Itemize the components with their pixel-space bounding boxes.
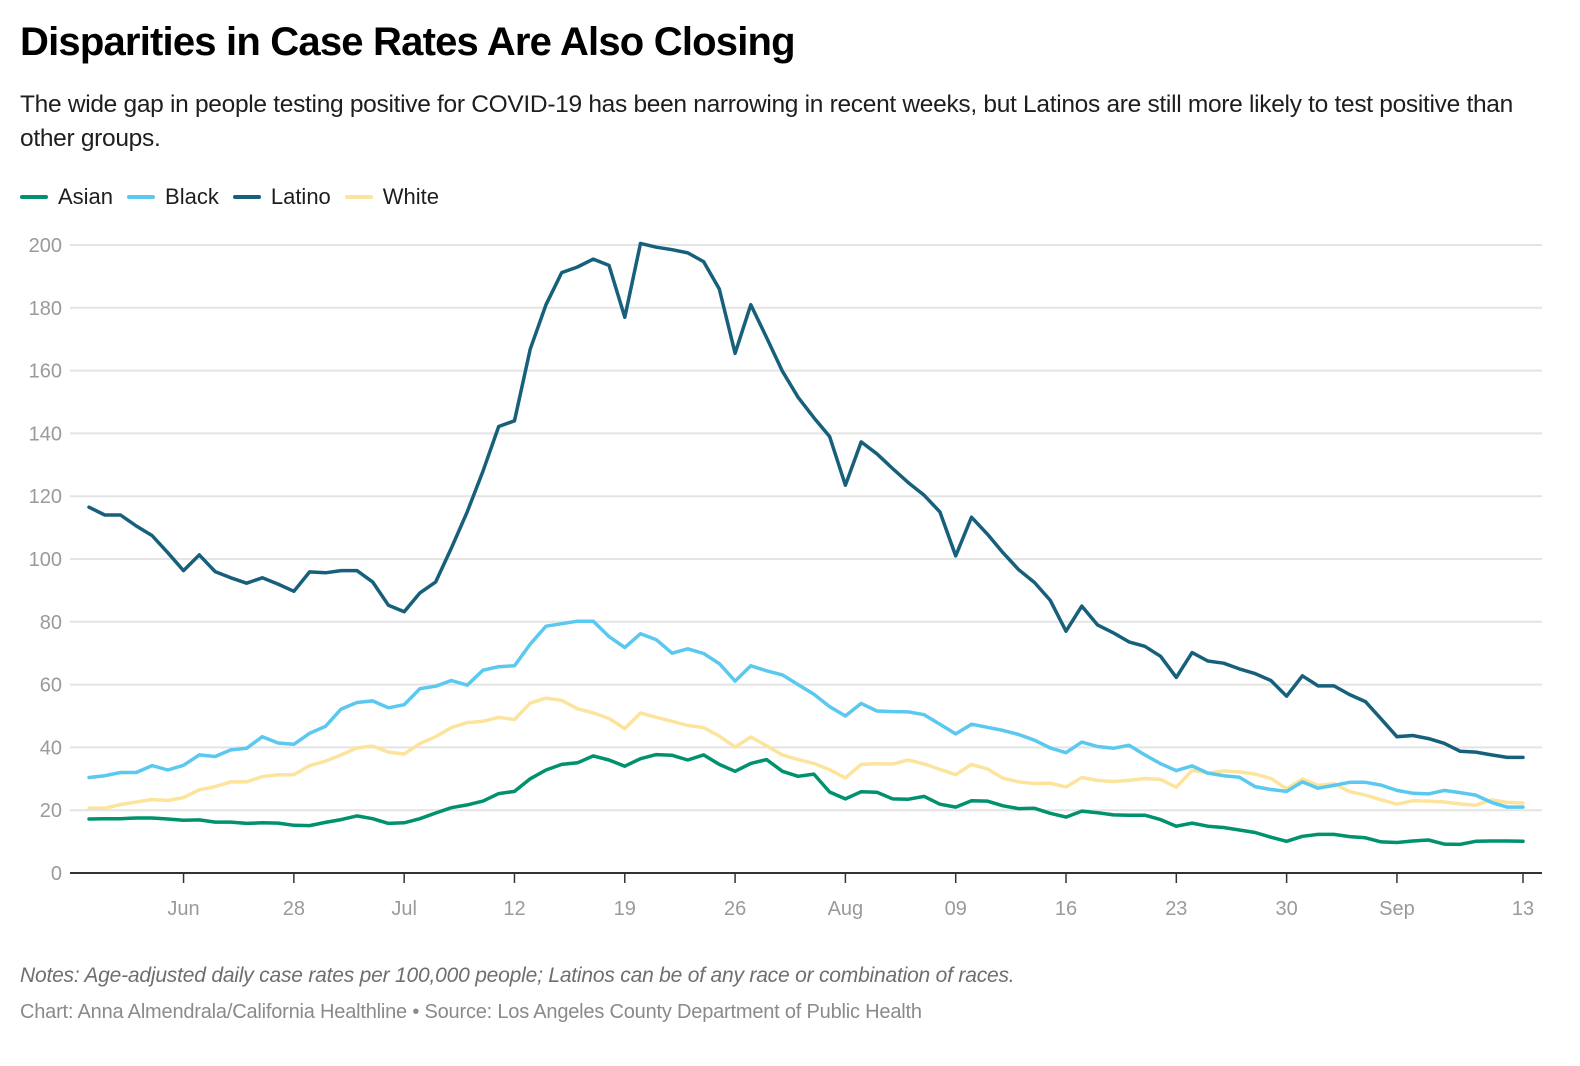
x-tick-label-jun: Jun — [167, 898, 199, 920]
y-tick-label-200: 200 — [29, 235, 62, 257]
series-line-black[interactable] — [87, 619, 1525, 809]
x-tick-label-28: 28 — [283, 898, 305, 920]
x-tick-label-09: 09 — [945, 898, 967, 920]
legend-swatch-asian — [20, 195, 48, 199]
series-line-latino[interactable] — [87, 241, 1525, 760]
x-tick-label-16: 16 — [1055, 898, 1077, 920]
chart-notes: Notes: Age-adjusted daily case rates per… — [20, 964, 1015, 987]
y-tick-label-140: 140 — [29, 423, 62, 445]
y-axis: 0 20 40 60 80 100 120 140 160 180 200 — [29, 235, 62, 885]
y-tick-label-20: 20 — [40, 800, 62, 822]
x-tick-label-sep: Sep — [1379, 898, 1415, 920]
x-tick-label-jul: Jul — [391, 898, 417, 920]
x-tick-label-13: 13 — [1512, 898, 1534, 920]
legend-label-white: White — [382, 184, 440, 209]
legend-swatch-white — [344, 195, 373, 199]
series-line-white[interactable] — [87, 696, 1525, 811]
y-tick-label-60: 60 — [40, 675, 62, 697]
legend-item-latino[interactable]: Latino — [232, 184, 331, 210]
legend-swatch-latino — [232, 195, 261, 199]
y-tick-label-40: 40 — [40, 737, 62, 759]
legend-label-black: Black — [165, 184, 219, 209]
legend-swatch-black — [127, 195, 156, 199]
y-tick-label-80: 80 — [40, 612, 62, 634]
y-tick-label-160: 160 — [29, 361, 62, 383]
series-lines — [87, 241, 1525, 847]
legend-item-black[interactable]: Black — [127, 184, 219, 210]
chart-credit: Chart: Anna Almendrala/California Health… — [20, 1001, 922, 1023]
legend-item-asian[interactable]: Asian — [20, 184, 113, 210]
series-line-asian[interactable] — [87, 752, 1525, 847]
legend-item-white[interactable]: White — [344, 184, 440, 210]
x-tick-label-23: 23 — [1165, 898, 1187, 920]
x-tick-label-12: 12 — [503, 898, 525, 920]
x-tick-label-30: 30 — [1276, 898, 1298, 920]
legend-label-asian: Asian — [58, 184, 114, 209]
y-tick-label-180: 180 — [29, 298, 62, 320]
x-axis: Jun 28 Jul 12 19 26 Aug 09 16 23 30 Sep 13 — [70, 872, 1542, 920]
x-tick-label-19: 19 — [614, 898, 636, 920]
legend-label-latino: Latino — [270, 184, 331, 209]
y-tick-label-0: 0 — [51, 863, 62, 885]
y-tick-label-120: 120 — [29, 486, 62, 508]
legend: Asian Black Latino White — [20, 184, 453, 210]
chart-title: Disparities in Case Rates Are Also Closi… — [20, 20, 796, 64]
x-tick-label-aug: Aug — [828, 898, 864, 920]
gridlines — [70, 244, 1542, 812]
chart-subtitle: The wide gap in people testing positive … — [20, 91, 1513, 152]
y-tick-label-100: 100 — [29, 549, 62, 571]
x-tick-label-26: 26 — [724, 898, 746, 920]
